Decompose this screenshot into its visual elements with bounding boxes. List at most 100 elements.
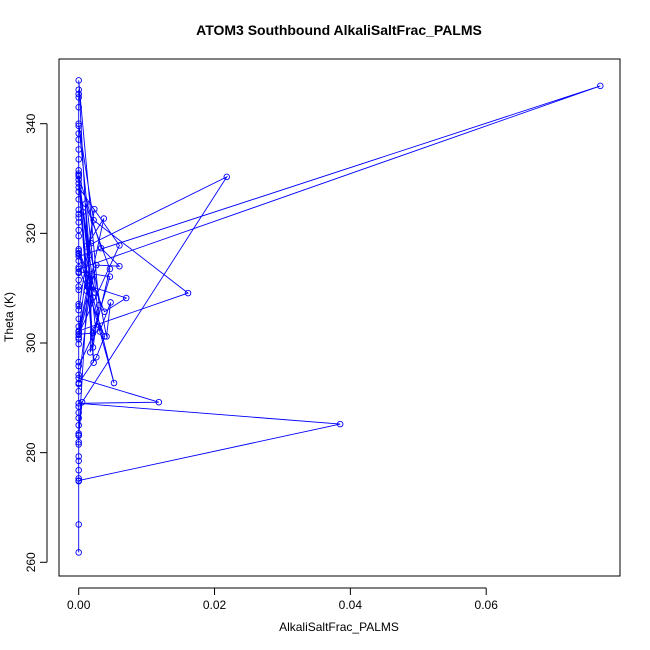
y-tick-label: 300 — [24, 333, 38, 353]
data-point — [106, 265, 114, 273]
data-point — [93, 353, 100, 361]
chart-title: ATOM3 Southbound AlkaliSaltFrac_PALMS — [196, 22, 482, 38]
data-point — [75, 184, 82, 191]
data-point — [75, 180, 82, 187]
data-point — [75, 245, 82, 253]
x-axis-label: AlkaliSaltFrac_PALMS — [279, 620, 399, 634]
data-point — [75, 188, 82, 195]
data-point — [75, 94, 82, 101]
data-point — [100, 215, 108, 222]
data-point — [116, 242, 123, 249]
data-point — [106, 273, 114, 280]
data-point — [75, 156, 82, 163]
data-point — [75, 380, 82, 388]
data-point — [75, 400, 82, 407]
data-point — [155, 398, 163, 406]
data-point — [75, 120, 82, 127]
data-point — [75, 330, 82, 338]
y-axis: 260 280 300 320 340 — [24, 113, 48, 572]
x-tick-label: 0.04 — [339, 598, 363, 612]
data-point — [89, 344, 97, 351]
data-point — [75, 430, 82, 437]
data-point — [75, 86, 82, 93]
data-point — [75, 549, 82, 556]
data-point — [116, 262, 123, 270]
data-point — [75, 358, 82, 366]
data-point — [97, 244, 105, 252]
data-point — [75, 206, 82, 214]
data-point — [75, 387, 82, 395]
data-point — [110, 379, 118, 387]
series-group — [75, 77, 604, 556]
data-point — [75, 477, 82, 484]
data-point — [75, 362, 82, 370]
data-point — [88, 271, 95, 278]
x-tick-label: 0.00 — [67, 598, 91, 612]
data-point — [75, 276, 82, 284]
data-point — [82, 243, 90, 250]
data-point — [107, 299, 114, 306]
data-point — [75, 283, 82, 290]
data-point — [75, 335, 82, 343]
x-tick-label: 0.06 — [475, 598, 499, 612]
data-point — [75, 122, 82, 130]
data-point — [78, 398, 86, 406]
data-point — [75, 130, 82, 137]
data-point — [122, 294, 130, 302]
data-point — [90, 359, 97, 366]
data-point — [75, 414, 82, 422]
data-point — [96, 328, 104, 335]
data-point — [336, 420, 344, 428]
data-point — [75, 315, 82, 323]
data-point — [75, 103, 82, 111]
y-axis-label: Theta (K) — [2, 292, 16, 342]
data-point — [75, 340, 82, 348]
data-point — [84, 282, 91, 289]
data-point — [75, 403, 82, 410]
data-point — [75, 327, 82, 335]
data-point — [86, 349, 94, 356]
data-point — [75, 257, 82, 265]
data-point — [75, 323, 82, 330]
data-point — [86, 251, 93, 258]
data-point — [75, 77, 82, 84]
data-point — [103, 333, 110, 340]
data-point — [90, 216, 97, 224]
data-point — [75, 196, 82, 203]
data-point — [75, 226, 82, 234]
data-point — [75, 453, 82, 460]
data-point — [75, 303, 82, 310]
data-point — [75, 249, 82, 257]
data-point — [95, 301, 103, 309]
data-point — [75, 466, 82, 474]
y-tick-label: 320 — [24, 223, 38, 243]
data-point — [101, 333, 108, 340]
data-point — [75, 219, 82, 226]
data-point — [75, 146, 82, 153]
data-point — [75, 286, 82, 294]
data-point — [75, 432, 82, 439]
data-point — [75, 210, 82, 218]
data-point — [75, 167, 82, 174]
y-tick-label: 340 — [24, 113, 38, 133]
data-point — [87, 239, 95, 247]
data-point — [75, 371, 82, 379]
plot-frame — [58, 58, 621, 577]
series-line — [77, 80, 601, 553]
data-point — [91, 205, 98, 213]
data-point — [75, 521, 82, 528]
data-point — [75, 214, 82, 221]
data-point — [75, 438, 82, 446]
data-point — [597, 82, 604, 90]
data-point — [91, 289, 98, 296]
data-point — [75, 300, 82, 308]
data-point — [93, 261, 100, 269]
x-axis: 0.00 0.02 0.04 0.06 — [67, 587, 499, 612]
data-point — [75, 457, 82, 465]
x-tick-label: 0.02 — [203, 598, 227, 612]
data-point — [75, 421, 82, 429]
data-point — [184, 289, 192, 297]
data-point — [75, 269, 82, 277]
data-point — [75, 90, 82, 98]
